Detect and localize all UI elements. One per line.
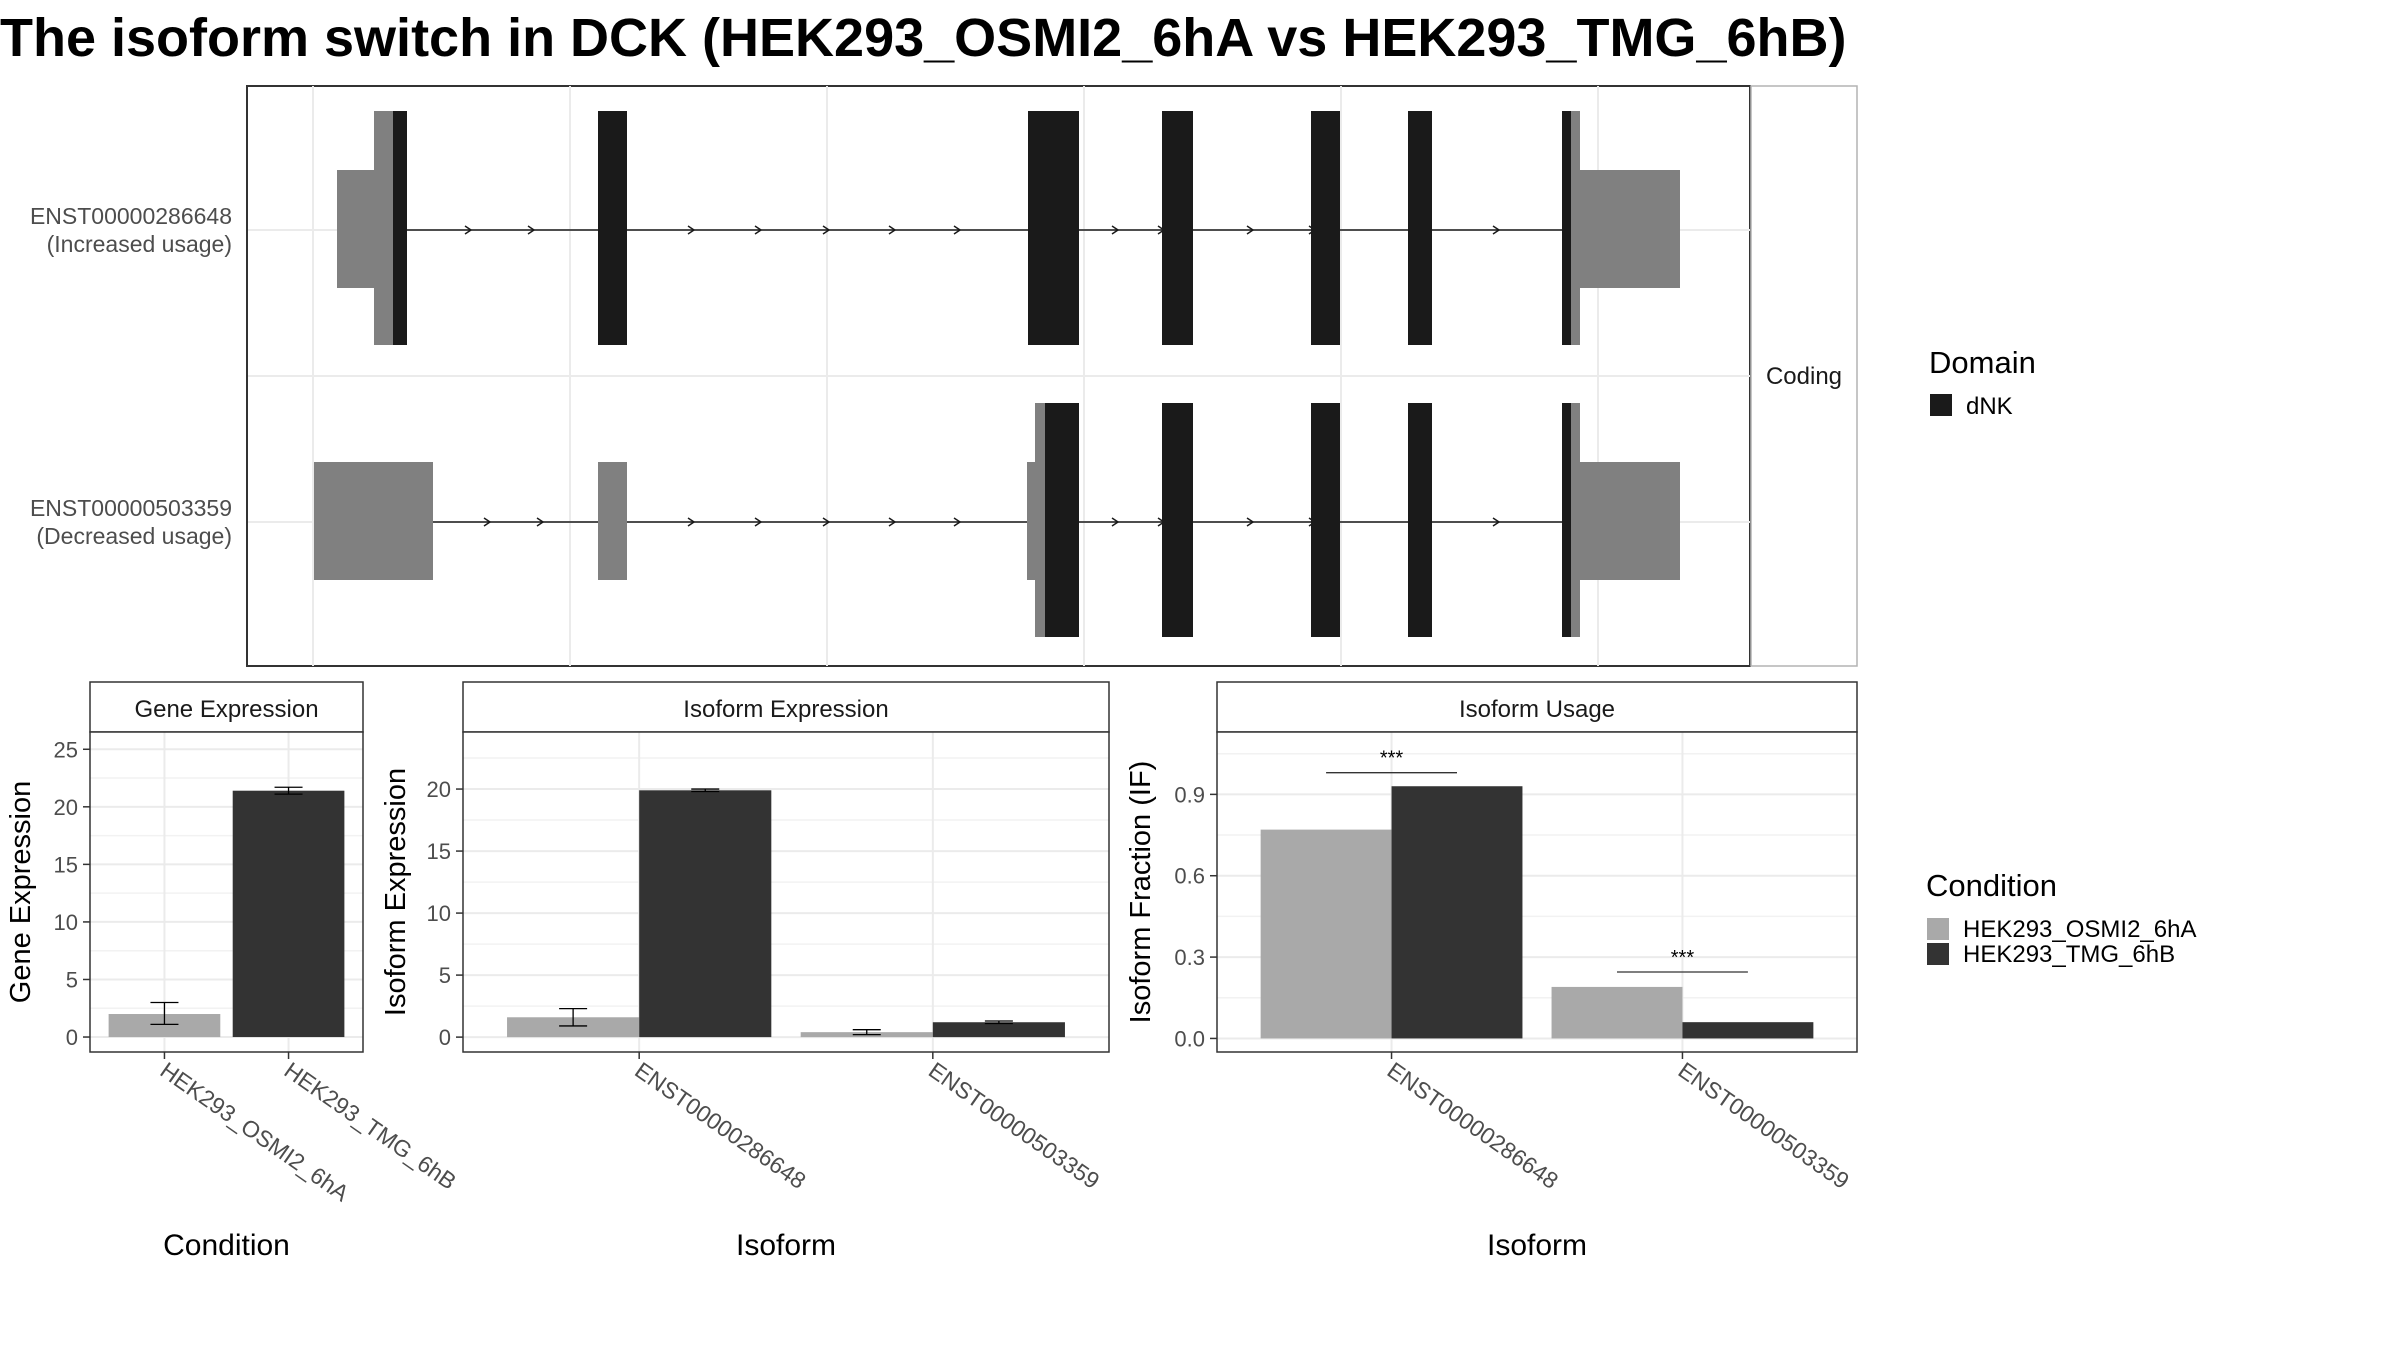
dnk-domain-exon <box>598 111 627 345</box>
y-tick-label: 10 <box>54 910 78 935</box>
bar <box>1260 829 1392 1039</box>
y-tick-label: 20 <box>427 777 451 802</box>
condition-legend-swatch-a <box>1927 918 1949 940</box>
utr-exon <box>337 170 375 288</box>
dnk-domain-exon <box>1562 403 1572 637</box>
utr-exon <box>1027 462 1036 580</box>
panel-border <box>462 731 1110 1053</box>
x-axis-label: Condition <box>163 1229 290 1262</box>
isoform-2-id-label: ENST00000503359 <box>30 495 232 521</box>
bar <box>232 790 345 1038</box>
x-axis-label: Isoform <box>736 1229 836 1262</box>
utr-exon <box>1035 403 1046 637</box>
y-tick-label: 5 <box>439 963 451 988</box>
domain-legend-title: Domain <box>1929 345 2036 380</box>
y-tick-label: 25 <box>54 737 78 762</box>
isoform-1-id-label: ENST00000286648 <box>30 203 232 229</box>
isoform-usage-chart: Isoform Usage 0.0 0.3 0.6 0.9 *** *** ENST00000… <box>1125 681 1858 1262</box>
dnk-domain-exon <box>1408 403 1432 637</box>
y-tick-label: 0.9 <box>1174 782 1205 807</box>
bar <box>108 1014 221 1038</box>
panel-title: Isoform Expression <box>683 696 888 723</box>
y-tick-label: 0.3 <box>1174 945 1205 970</box>
condition-legend-title: Condition <box>1926 868 2057 903</box>
coding-strip <box>1750 85 1858 667</box>
panel-border <box>89 731 364 1053</box>
y-tick-label: 0.6 <box>1174 864 1205 889</box>
panel-strip <box>1216 681 1858 733</box>
dnk-domain-exon <box>1408 111 1432 345</box>
condition-legend-label-a: HEK293_OSMI2_6hA <box>1963 916 2196 943</box>
utr-exon <box>1579 462 1680 580</box>
isoform-track-1 <box>337 111 1680 345</box>
x-tick-label: ENST00000286648 <box>1383 1057 1563 1194</box>
y-tick-label: 10 <box>427 901 451 926</box>
gene-expression-chart: Gene Expression0510152025HEK293_OSMI2_6h… <box>5 681 461 1262</box>
dnk-domain-exon <box>1311 111 1340 345</box>
utr-exon <box>1571 403 1580 637</box>
isoform-expression-chart: Isoform Expression 0 5 10 15 20 ENST0000028664… <box>380 681 1110 1262</box>
figure-title: The isoform switch in DCK (HEK293_OSMI2_… <box>0 8 1846 68</box>
utr-exon <box>314 462 433 580</box>
y-tick-label: 0.0 <box>1174 1026 1205 1051</box>
panel-strip <box>89 681 364 733</box>
dnk-domain-exon <box>1162 403 1193 637</box>
dnk-domain-exon <box>1162 111 1193 345</box>
x-tick-label: ENST00000286648 <box>630 1057 810 1194</box>
dnk-domain-exon <box>1562 111 1572 345</box>
utr-exon <box>1579 170 1680 288</box>
y-axis-label: Isoform Fraction (IF) <box>1125 761 1157 1024</box>
bar <box>932 1022 1065 1038</box>
condition-legend: Condition HEK293_OSMI2_6hA HEK293_TMG_6h… <box>1926 868 2196 968</box>
structure-panel: ENST00000286648 (Increased usage) ENST00… <box>30 85 1858 667</box>
isoform-1-usage-label: (Increased usage) <box>47 231 232 257</box>
isoform-track-2 <box>314 403 1680 637</box>
panel-title: Isoform Usage <box>1459 696 1615 723</box>
utr-exon <box>1571 111 1580 345</box>
domain-legend: Domain dNK <box>1929 345 2036 420</box>
y-tick-label: 15 <box>54 852 78 877</box>
x-tick-label: ENST00000503359 <box>924 1057 1104 1194</box>
y-tick-label: 20 <box>54 795 78 820</box>
condition-legend-swatch-b <box>1927 943 1949 965</box>
panel-border <box>1216 731 1858 1053</box>
significance-label: *** <box>1671 947 1695 969</box>
dnk-domain-exon <box>1045 403 1079 637</box>
bar <box>639 790 772 1038</box>
dnk-domain-exon <box>1028 111 1079 345</box>
dnk-domain-exon <box>1311 403 1340 637</box>
y-tick-label: 15 <box>427 839 451 864</box>
domain-legend-label: dNK <box>1966 393 2013 420</box>
coding-strip-label: Coding <box>1766 363 1842 390</box>
bar <box>1682 1022 1814 1039</box>
utr-exon <box>598 462 627 580</box>
y-axis-label: Isoform Expression <box>380 768 412 1016</box>
panel-strip <box>462 681 1110 733</box>
panel-background <box>463 732 1109 1052</box>
significance-label: *** <box>1380 748 1404 770</box>
utr-exon <box>374 111 394 345</box>
y-axis-label: Gene Expression <box>5 781 37 1003</box>
isoform-2-usage-label: (Decreased usage) <box>36 523 232 549</box>
dnk-domain-exon <box>393 111 407 345</box>
bar <box>1551 986 1683 1039</box>
x-axis-label: Isoform <box>1487 1229 1587 1262</box>
y-tick-label: 0 <box>439 1025 451 1050</box>
bar <box>507 1017 640 1038</box>
condition-legend-label-b: HEK293_TMG_6hB <box>1963 941 2175 968</box>
y-tick-label: 5 <box>66 967 78 992</box>
x-tick-label: ENST00000503359 <box>1674 1057 1854 1194</box>
panel-title: Gene Expression <box>134 696 318 723</box>
bar <box>1391 786 1523 1039</box>
domain-legend-swatch <box>1930 394 1952 416</box>
y-tick-label: 0 <box>66 1025 78 1050</box>
